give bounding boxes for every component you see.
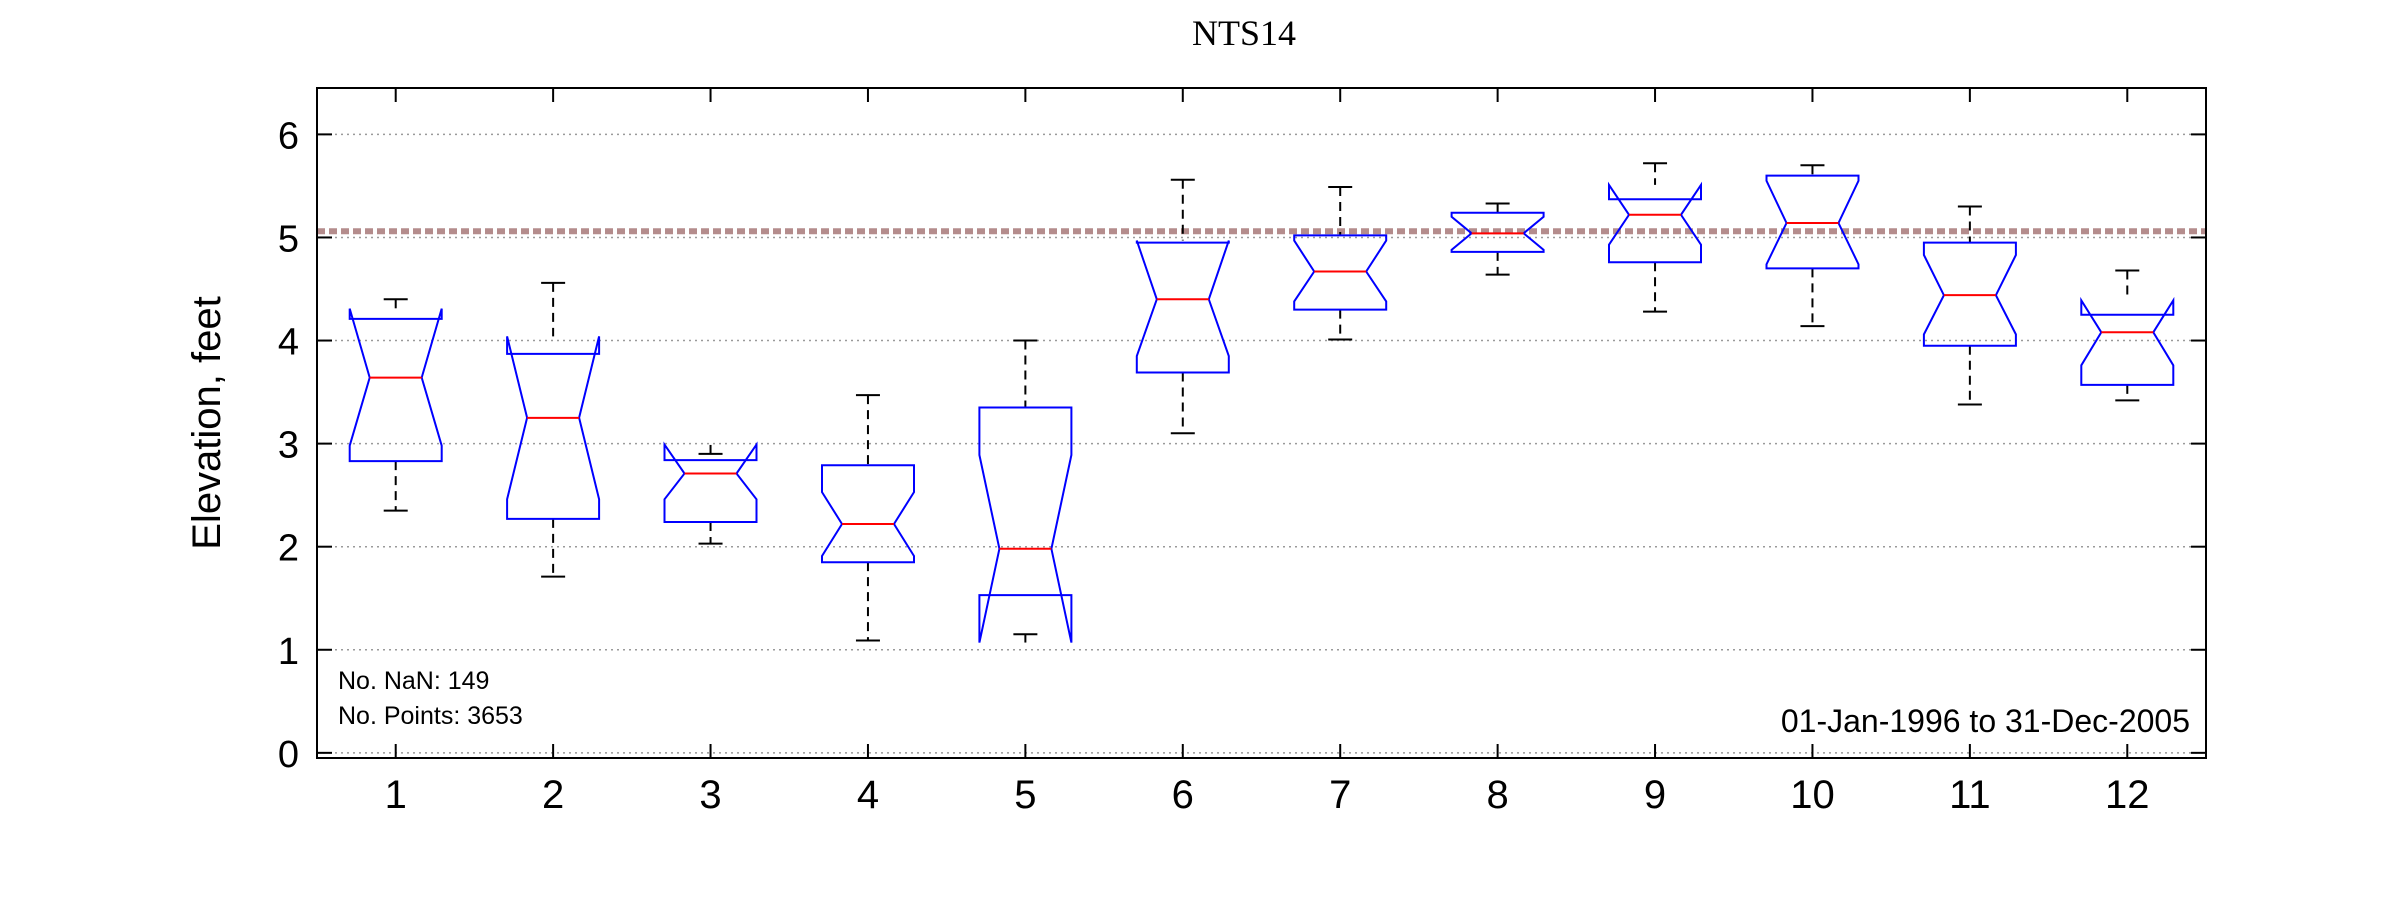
y-tick-label: 5	[278, 218, 299, 260]
notched-box	[1922, 241, 2017, 347]
notched-box	[2080, 296, 2175, 386]
x-tick-label: 10	[1790, 773, 1835, 817]
x-tick-label: 12	[2105, 773, 2150, 817]
notched-box	[348, 308, 443, 463]
box-month-6	[1135, 178, 1230, 435]
notched-box	[1608, 181, 1702, 264]
box-month-1	[348, 298, 443, 512]
nan-count-label: No. NaN: 149	[338, 667, 489, 695]
box-month-7	[1293, 185, 1388, 341]
x-tick-label: 4	[857, 773, 879, 817]
box-month-10	[1765, 164, 1860, 328]
box-month-2	[506, 281, 601, 578]
notched-box	[978, 406, 1073, 643]
points-count-label: No. Points: 3653	[338, 702, 523, 730]
x-tick-label: 2	[542, 773, 564, 817]
y-tick-label: 2	[278, 528, 299, 570]
box-month-4	[821, 394, 915, 642]
box-month-5	[978, 339, 1073, 643]
chart-title: NTS14	[1192, 13, 1296, 53]
x-tick-label: 5	[1014, 773, 1036, 817]
x-tick-label: 6	[1172, 773, 1194, 817]
notched-box	[663, 441, 758, 523]
box-series	[348, 162, 2175, 643]
y-tick-label: 0	[278, 734, 299, 776]
y-tick-label: 3	[278, 425, 299, 467]
x-tick-label: 7	[1329, 773, 1351, 817]
box-month-3	[663, 441, 758, 545]
notched-box	[1450, 211, 1545, 253]
plot-area-frame	[316, 87, 2207, 759]
box-month-8	[1450, 202, 1545, 276]
box-month-11	[1922, 205, 2017, 406]
x-tick-label: 8	[1487, 773, 1509, 817]
box-month-12	[2080, 269, 2175, 402]
y-tick-label: 6	[278, 115, 299, 157]
x-tick-label: 3	[699, 773, 721, 817]
x-tick-label: 1	[385, 773, 407, 817]
y-tick-label: 4	[278, 322, 299, 364]
box-month-9	[1608, 162, 1702, 313]
y-tick-label: 1	[278, 631, 299, 673]
notched-box	[1765, 174, 1860, 270]
x-tick-label: 9	[1644, 773, 1666, 817]
y-axis-label: Elevation, feet	[185, 296, 229, 550]
notched-box	[821, 464, 915, 564]
x-tick-label: 11	[1949, 773, 1991, 817]
notched-box	[1293, 234, 1388, 311]
notched-box	[506, 336, 601, 520]
notched-box	[1135, 240, 1230, 374]
date-range-label: 01-Jan-1996 to 31-Dec-2005	[1781, 703, 2190, 739]
